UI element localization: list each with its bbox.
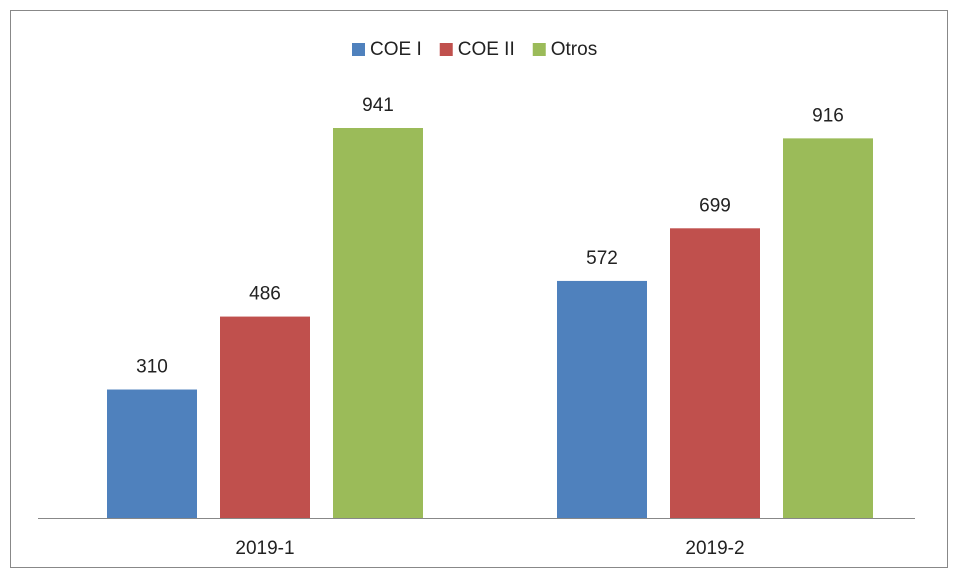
legend-label: COE II — [458, 39, 515, 60]
value-label: 572 — [586, 248, 618, 269]
legend-swatch — [439, 43, 453, 56]
bar — [220, 316, 310, 518]
value-label: 486 — [249, 284, 281, 305]
value-label: 941 — [362, 95, 394, 116]
legend-swatch — [352, 43, 365, 56]
bar — [333, 128, 423, 518]
x-tick-label: 2019-1 — [235, 538, 294, 559]
bar — [670, 228, 760, 519]
bar — [783, 138, 873, 518]
value-label: 916 — [812, 105, 844, 126]
legend-label: COE I — [370, 39, 422, 60]
legend-label: Otros — [551, 39, 597, 60]
value-label: 699 — [699, 195, 731, 216]
value-label: 310 — [136, 357, 168, 378]
legend-swatch — [532, 43, 546, 56]
x-tick-label: 2019-2 — [685, 538, 744, 559]
bar — [557, 280, 647, 518]
bar — [107, 389, 197, 518]
